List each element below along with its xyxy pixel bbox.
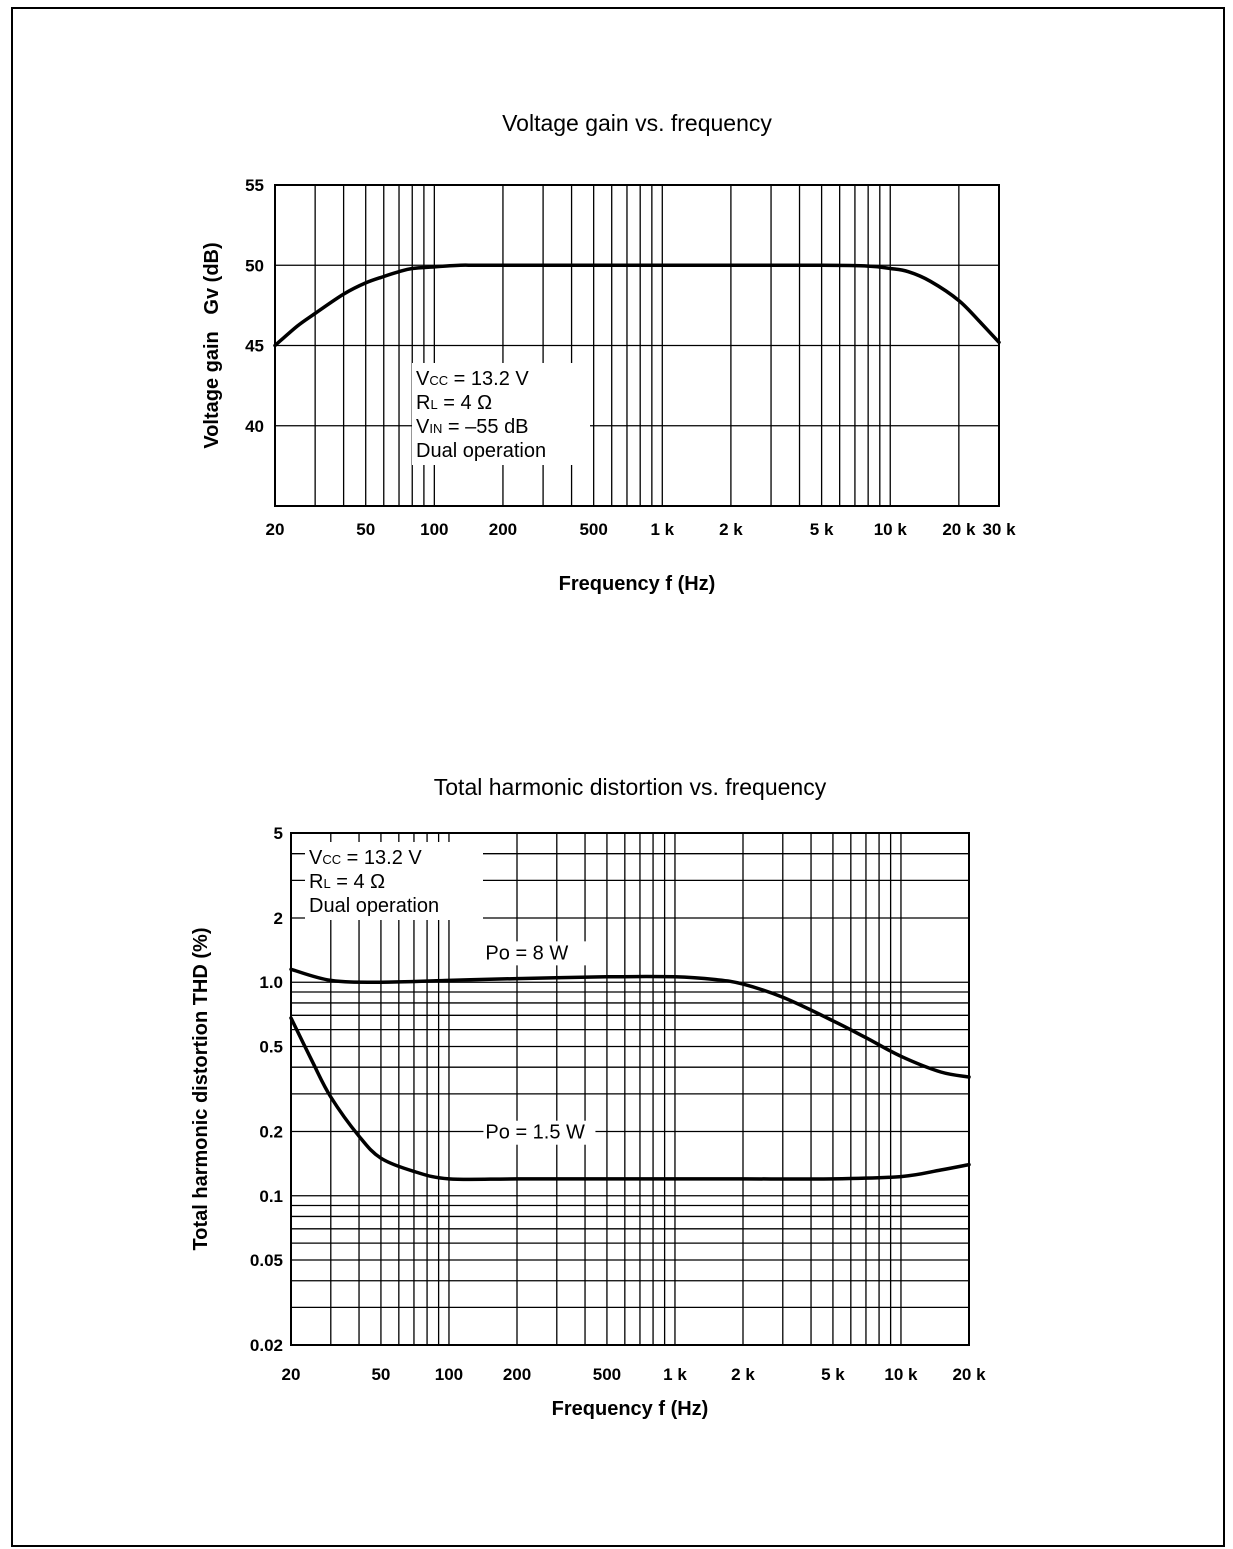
y-tick-label: 50 (245, 256, 264, 275)
chart-2: Total harmonic distortion vs. frequency 2… (190, 774, 986, 1420)
y-tick-label: 55 (245, 176, 264, 195)
y-tick-label: 40 (245, 417, 264, 436)
x-tick-label: 50 (371, 1365, 390, 1384)
y-tick-label: 0.02 (250, 1336, 283, 1355)
y-tick-label: 2 (274, 909, 283, 928)
series-label-2: Po = 1.5 W (485, 1122, 585, 1144)
x-tick-label: 5 k (821, 1365, 845, 1384)
y-tick-label: 0.2 (259, 1122, 283, 1141)
series-line-1 (289, 967, 971, 1079)
x-tick-label: 10 k (884, 1365, 918, 1384)
y-tick-label: 45 (245, 337, 264, 356)
y-axis-label: Voltage gain Gv (dB) (201, 242, 223, 448)
y-tick-label: 0.05 (250, 1251, 283, 1270)
series-line-2 (289, 1016, 971, 1182)
annotation-background (412, 363, 590, 465)
x-tick-label: 1 k (650, 520, 674, 539)
annotation-background (305, 842, 483, 920)
x-tick-label: 20 k (952, 1365, 986, 1384)
x-tick-label: 200 (503, 1365, 531, 1384)
y-tick-label: 5 (274, 824, 283, 843)
chart-title: Voltage gain vs. frequency (502, 110, 772, 136)
x-tick-label: 20 (282, 1365, 301, 1384)
chart-1: Voltage gain vs. frequency 20 50 100 200 500 1… (201, 110, 1016, 595)
y-tick-label: 0.1 (259, 1187, 283, 1206)
x-axis-label: Frequency f (Hz) (552, 1398, 709, 1420)
x-tick-label: 20 k (942, 520, 976, 539)
annotation-line: RL = 4 Ω (309, 871, 385, 893)
series-label-1: Po = 8 W (485, 942, 568, 964)
annotation-line: VIN = –55 dB (416, 416, 529, 438)
y-axis-label: Total harmonic distortion THD (%) (190, 928, 212, 1251)
x-tick-label: 100 (435, 1365, 463, 1384)
x-tick-label: 500 (579, 520, 607, 539)
x-tick-label: 2 k (719, 520, 743, 539)
x-tick-label: 30 k (982, 520, 1016, 539)
series-label-background (483, 1120, 596, 1145)
x-axis-label: Frequency f (Hz) (559, 573, 716, 595)
x-tick-label: 100 (420, 520, 448, 539)
x-tick-label: 10 k (874, 520, 908, 539)
x-tick-label: 200 (489, 520, 517, 539)
series-line-1 (273, 263, 1001, 348)
x-tick-label: 500 (593, 1365, 621, 1384)
x-tick-label: 2 k (731, 1365, 755, 1384)
annotation-line: VCC = 13.2 V (309, 847, 422, 869)
annotation-line: Dual operation (309, 895, 439, 917)
x-tick-label: 1 k (663, 1365, 687, 1384)
series-label-background (483, 941, 596, 966)
y-tick-label: 1.0 (259, 973, 283, 992)
x-tick-label: 5 k (810, 520, 834, 539)
annotation-line: Dual operation (416, 440, 546, 462)
annotation-line: RL = 4 Ω (416, 392, 492, 414)
x-tick-label: 50 (356, 520, 375, 539)
y-tick-label: 0.5 (259, 1038, 283, 1057)
chart-title: Total harmonic distortion vs. frequency (434, 774, 827, 800)
annotation-line: VCC = 13.2 V (416, 368, 529, 390)
x-tick-label: 20 (266, 520, 285, 539)
plot-area (290, 832, 970, 1346)
